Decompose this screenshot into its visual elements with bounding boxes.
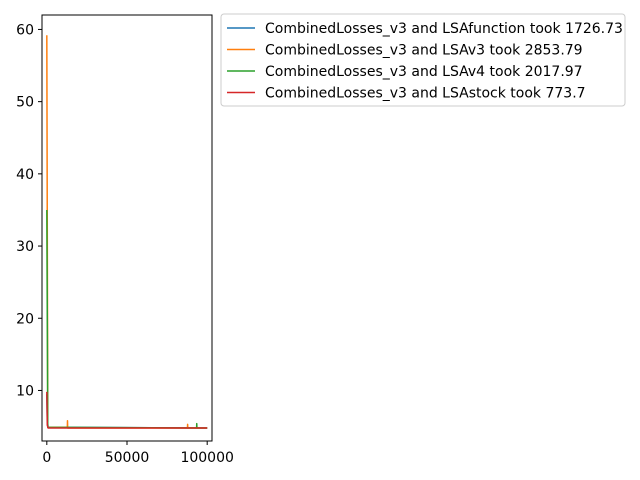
legend: CombinedLosses_v3 and LSAfunction took 1… <box>220 13 626 107</box>
x-tick-label: 0 <box>42 450 51 466</box>
series-line-4 <box>46 391 208 429</box>
plot-area <box>41 14 213 442</box>
y-tick-label: 60 <box>16 22 34 38</box>
y-tick-label: 10 <box>16 383 34 399</box>
y-tick-label: 20 <box>16 311 34 327</box>
y-tick-label: 40 <box>16 167 34 183</box>
legend-frame <box>220 13 626 107</box>
legend-label-3: CombinedLosses_v3 and LSAv4 took 2017.97 <box>265 64 583 80</box>
y-axis: 10 20 30 40 50 60 <box>16 22 42 399</box>
plot-background <box>42 15 212 441</box>
series-layer <box>46 35 208 429</box>
y-tick-label: 30 <box>16 239 34 255</box>
legend-label-2: CombinedLosses_v3 and LSAv3 took 2853.79 <box>265 43 583 59</box>
y-tick-label: 50 <box>16 95 34 111</box>
x-axis: 0 50000 100000 <box>42 441 234 466</box>
legend-label-1: CombinedLosses_v3 and LSAfunction took 1… <box>265 21 623 37</box>
x-tick-label: 50000 <box>105 450 150 466</box>
x-tick-label: 100000 <box>180 450 233 466</box>
legend-label-4: CombinedLosses_v3 and LSAstock took 773.… <box>265 86 586 102</box>
